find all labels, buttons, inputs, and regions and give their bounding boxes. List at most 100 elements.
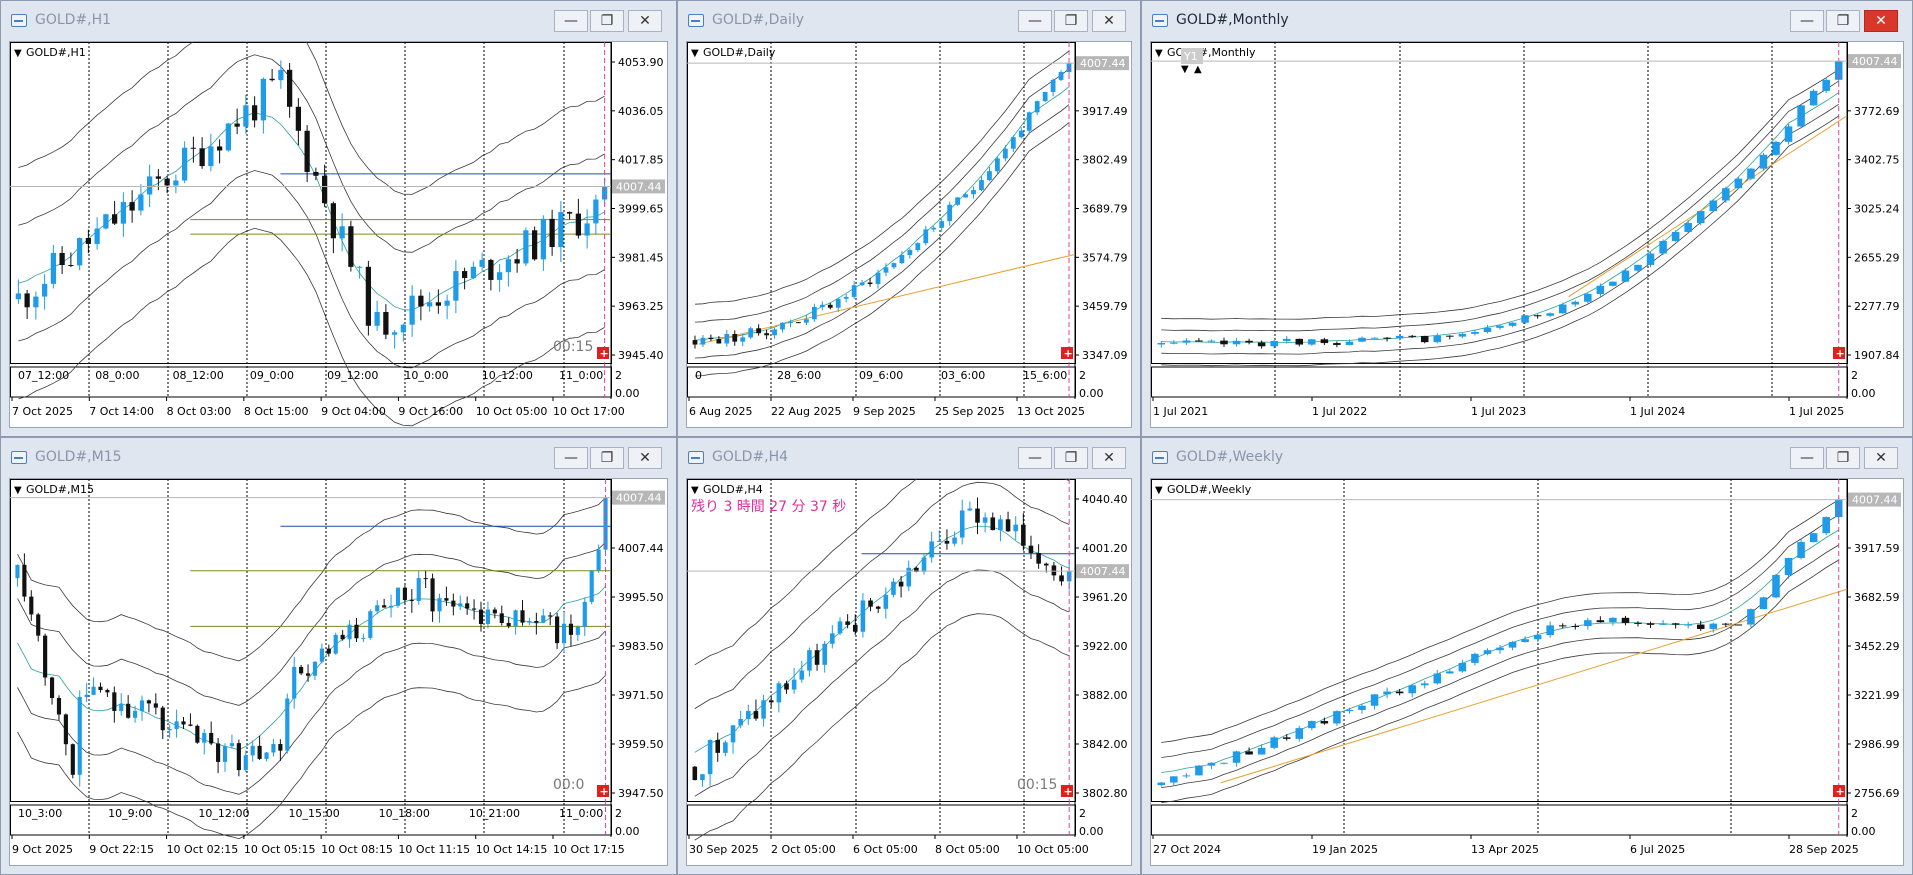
chart-window-icon	[1152, 14, 1168, 27]
maximize-button[interactable]: ❐	[1826, 10, 1860, 32]
maximize-button[interactable]: ❐	[590, 10, 624, 32]
candle-body	[1646, 623, 1655, 625]
chart-shift-button[interactable]	[597, 785, 609, 797]
plus-icon: +	[600, 785, 609, 798]
chart-area[interactable]: ▼GOLD#,Daily4030.193917.493802.493689.79…	[686, 41, 1132, 428]
close-button[interactable]: ✕	[628, 447, 662, 469]
chart-area[interactable]: ▼GOLD#,M154019.304007.443995.503983.5039…	[9, 478, 668, 866]
chart-shift-button[interactable]	[1061, 785, 1073, 797]
chart-shift-button[interactable]	[1061, 347, 1073, 359]
bollinger-band-line	[1161, 499, 1839, 743]
current-price-label: 4007.44	[616, 180, 662, 193]
chart-area[interactable]: ▼GOLD#,Weekly4115.243917.593682.593452.2…	[1150, 478, 1904, 866]
minimize-button[interactable]: —	[554, 10, 588, 32]
bar-timer: 00:0	[553, 777, 584, 793]
window-title-bar[interactable]: GOLD#,Weekly — ❐ ✕	[1142, 438, 1912, 478]
candle-body	[868, 600, 873, 607]
indicator-subwindow	[10, 366, 612, 398]
subwindow-time-label: 08_0:00	[95, 369, 139, 382]
price-tick-label: 1907.84	[1854, 349, 1900, 362]
price-tick-label: 3917.49	[1082, 105, 1128, 118]
candle-body	[1571, 301, 1580, 305]
chart-canvas[interactable]: ▼ GOLD#,H4 4040.40 4001.20 3961.20 3922.00 388…	[687, 479, 1131, 865]
chart-canvas[interactable]: ▼GOLD#,Daily4030.193917.493802.493689.79…	[687, 42, 1131, 427]
chart-canvas[interactable]: ▼GOLD#,Monthly4115.243772.693402.753025.…	[1151, 42, 1903, 427]
time-axis-label: 9 Oct 2025	[12, 843, 73, 856]
chart-window-weekly[interactable]: GOLD#,Weekly —❐✕ ▼GOLD#,Weekly4115.24391…	[1141, 437, 1913, 875]
chart-window-h4[interactable]: GOLD#,H4 — ❐ ✕ ▼ GOLD#,H4 4040.40 4001.20 3961…	[677, 437, 1141, 875]
chart-window-m15[interactable]: GOLD#,M15 —❐✕ ▼GOLD#,M154019.304007.4439…	[0, 437, 677, 875]
maximize-button[interactable]: ❐	[1826, 447, 1860, 469]
minimize-button[interactable]: —	[1790, 10, 1824, 32]
window-title-bar[interactable]: GOLD#,M15 — ❐ ✕	[1, 438, 676, 478]
candle-body	[1571, 625, 1580, 627]
candle-body	[1005, 519, 1011, 532]
chart-canvas[interactable]: ▼GOLD#,Weekly4115.243917.593682.593452.2…	[1151, 479, 1903, 865]
close-button[interactable]: ✕	[628, 10, 662, 32]
window-title-bar[interactable]: GOLD#,Daily — ❐ ✕	[678, 1, 1140, 41]
minimize-button[interactable]: —	[554, 447, 588, 469]
time-axis-label: 9 Oct 22:15	[89, 843, 154, 856]
chart-canvas[interactable]: ▼GOLD#,M154019.304007.443995.503983.5039…	[10, 479, 667, 865]
candle-body	[923, 229, 929, 244]
candle-body	[567, 212, 573, 214]
candle-body	[1634, 264, 1642, 271]
close-button[interactable]: ✕	[1864, 447, 1898, 469]
candle-body	[1182, 775, 1191, 777]
maximize-button[interactable]: ❐	[1054, 447, 1088, 469]
candle-body	[692, 340, 698, 345]
chart-area[interactable]: ▼ GOLD#,H4 4040.40 4001.20 3961.20 3922.00 388…	[686, 478, 1132, 866]
candle-body	[164, 178, 170, 186]
bollinger-band-line	[18, 227, 605, 427]
subwindow-time-label: 11_0:00	[559, 807, 603, 820]
time-axis-label: 19 Jan 2025	[1312, 843, 1378, 856]
price-tick-label: 4007.44	[618, 542, 664, 555]
candle-body	[174, 721, 179, 730]
window-title-bar[interactable]: GOLD#,H1 — ❐ ✕	[1, 1, 676, 41]
candle-body	[915, 243, 921, 251]
price-tick-label: 4001.20	[1082, 542, 1128, 555]
chart-canvas[interactable]: ▼ GOLD#,H1 4053.90 4036.05 4017.85 3999.65 398…	[10, 42, 667, 427]
window-title-bar[interactable]: GOLD#,Monthly — ❐ ✕	[1142, 1, 1912, 41]
maximize-button[interactable]: ❐	[1054, 10, 1088, 32]
close-button[interactable]: ✕	[1092, 447, 1126, 469]
bollinger-band-line	[1161, 80, 1839, 332]
symbol-label-arrow: ▼	[691, 485, 699, 496]
time-axis-label: 10 Oct 14:15	[476, 843, 548, 856]
candle-body	[959, 510, 965, 538]
chart-window-h1[interactable]: GOLD#,H1 — ❐ ✕ ▼ GOLD#,H1 4053.90 4036.05 4017…	[0, 0, 677, 437]
candle-body	[1646, 253, 1655, 265]
candle-body	[1170, 776, 1178, 783]
chart-area[interactable]: ▼GOLD#,Monthly4115.243772.693402.753025.…	[1150, 41, 1904, 428]
bollinger-band-line	[17, 541, 606, 706]
chart-shift-button[interactable]	[1833, 785, 1845, 797]
close-button[interactable]: ✕	[1864, 10, 1898, 32]
minimize-button[interactable]: —	[1790, 447, 1824, 469]
chart-area[interactable]: ▼ GOLD#,H1 4053.90 4036.05 4017.85 3999.65 398…	[9, 41, 668, 428]
chart-shift-button[interactable]	[597, 347, 609, 359]
chart-window-daily[interactable]: GOLD#,Daily —❐✕ ▼GOLD#,Daily4030.193917.…	[677, 0, 1141, 437]
candle-body	[68, 265, 74, 267]
maximize-button[interactable]: ❐	[590, 447, 624, 469]
time-axis-label: 10 Oct 17:00	[553, 405, 625, 418]
symbol-label: GOLD#,H1	[26, 46, 86, 59]
bollinger-band-line	[1161, 514, 1839, 758]
close-button[interactable]: ✕	[1092, 10, 1126, 32]
chart-shift-button[interactable]	[1833, 347, 1845, 359]
minimize-button[interactable]: —	[1018, 10, 1052, 32]
subwindow-time-label: 10_9:00	[108, 807, 152, 820]
time-axis-label: 1 Jul 2025	[1789, 405, 1844, 418]
symbol-label-arrow: ▼	[14, 485, 22, 496]
price-tick-label: 4017.85	[618, 154, 664, 167]
candle-body	[1722, 623, 1730, 625]
candle-body	[914, 567, 919, 572]
chart-window-monthly[interactable]: GOLD#,Monthly —❐✕ ▼GOLD#,Monthly4115.243…	[1141, 0, 1913, 437]
candle-body	[368, 611, 373, 638]
minimize-button[interactable]: —	[1018, 447, 1052, 469]
window-title-bar[interactable]: GOLD#,H4 — ❐ ✕	[678, 438, 1140, 478]
candle-body	[264, 752, 269, 759]
current-price-tag	[1848, 54, 1901, 69]
candle-body	[119, 703, 124, 711]
candle-body	[1558, 625, 1567, 627]
price-tick-label: 3025.24	[1854, 203, 1900, 216]
